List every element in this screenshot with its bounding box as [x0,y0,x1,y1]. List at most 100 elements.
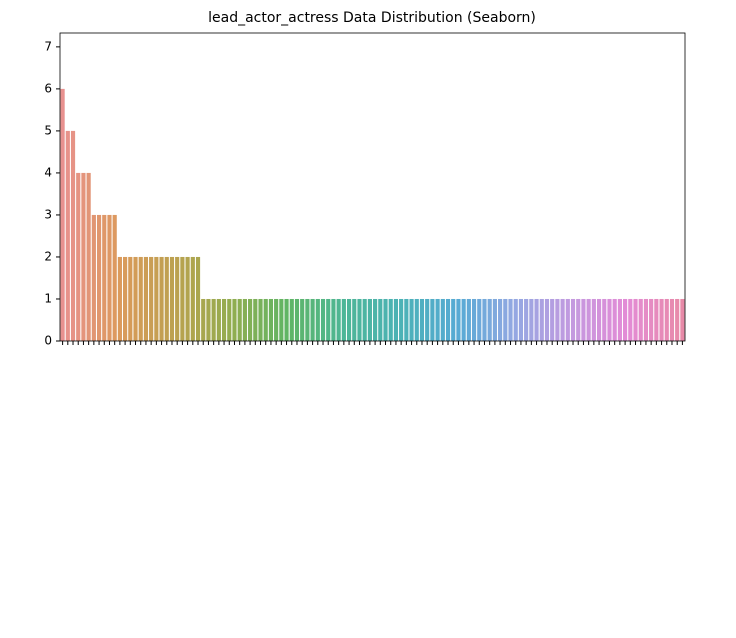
bar [466,298,471,341]
bar [112,214,117,341]
bar [596,298,602,341]
bar [190,256,195,341]
bar [326,298,331,341]
bar [544,298,550,341]
bar [529,298,534,341]
bar [263,298,268,341]
bar [128,256,133,341]
chart-title: lead_actor_actress Data Distribution (Se… [208,10,536,26]
bar [242,298,247,341]
bar [248,298,253,341]
bar [623,298,628,341]
bar [471,298,477,341]
bar [602,298,607,341]
bar [419,298,425,341]
bar [138,256,143,341]
bar [107,214,112,341]
y-tick-label: 2 [44,249,52,263]
bar [253,298,258,341]
bar [638,298,643,341]
bar [617,298,622,341]
bar [367,298,372,341]
bar [565,298,570,341]
bar [86,172,91,341]
bar [117,256,122,341]
bar [175,256,180,341]
bar [654,298,659,341]
bar [221,298,227,341]
bar [76,172,81,341]
bar [331,298,336,341]
y-tick-label: 6 [44,81,52,95]
bar [164,256,169,341]
bar [159,256,164,341]
bar [201,298,206,341]
bar [430,298,435,341]
bar [643,298,649,341]
bar [133,256,138,341]
bar [524,298,529,341]
bar [383,298,388,341]
bar [274,298,279,341]
bar [414,298,419,341]
bar [435,298,440,341]
bar [555,298,560,341]
bar [393,298,399,341]
bar [649,298,654,341]
bar [300,298,305,341]
bar [675,298,680,341]
bar [123,256,128,341]
bar [315,298,320,341]
bar [576,298,581,341]
bar [680,298,685,341]
bar [149,256,154,341]
bar [357,298,362,341]
bar [492,298,497,341]
bar [628,298,633,341]
bar [284,298,289,341]
bar [70,130,76,341]
y-tick-label: 1 [44,291,52,305]
bar [607,298,612,341]
bar [518,298,524,341]
bar [539,298,544,341]
bar [237,298,242,341]
bar [305,298,310,341]
bar [180,256,185,341]
bar [60,88,65,341]
bar [591,298,596,341]
bar [268,298,274,341]
bar [232,298,237,341]
bar [581,298,586,341]
bar [487,298,492,341]
bar [482,298,487,341]
bar [659,298,664,341]
y-tick-label: 7 [44,39,52,53]
bar [477,298,482,341]
bar [534,298,539,341]
bar [258,298,263,341]
bar [373,298,378,341]
bar [65,130,70,341]
bar [513,298,518,341]
bar [352,298,357,341]
bar [399,298,404,341]
y-tick-label: 5 [44,123,52,137]
bar [91,214,96,341]
bar [102,214,107,341]
bar [96,214,102,341]
bar [456,298,461,341]
bar [409,298,414,341]
bar [294,298,300,341]
bar [633,298,638,341]
y-tick-label: 3 [44,207,52,221]
bar [570,298,576,341]
bar [169,256,175,341]
bar [279,298,284,341]
bar [388,298,393,341]
bar [195,256,201,341]
bar [669,298,675,341]
bar [154,256,159,341]
bar [445,298,451,341]
